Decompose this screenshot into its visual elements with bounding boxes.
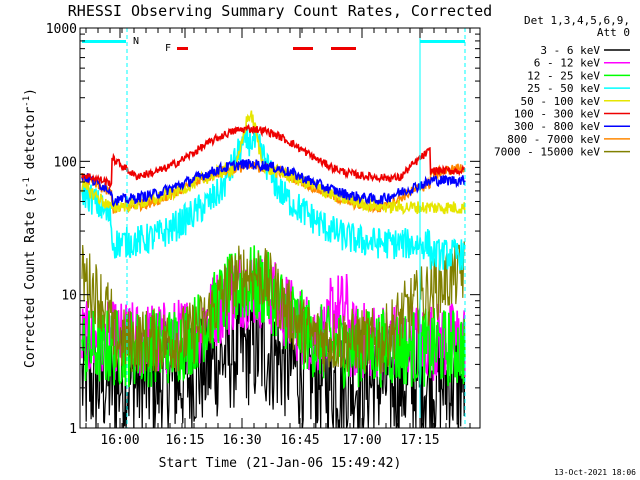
y-tick-label: 100: [54, 155, 77, 170]
night-flag-label: N: [133, 36, 139, 47]
series-line-100-300-keV: [81, 123, 466, 190]
chart-title: RHESSI Observing Summary Count Rates, Co…: [68, 2, 492, 20]
legend-label: 12 - 25 keV: [527, 69, 600, 82]
x-tick-label: 17:15: [400, 433, 439, 448]
x-tick-label: 16:00: [100, 433, 139, 448]
series-line-300-800-keV: [81, 158, 466, 208]
series-line-7000-15000-keV: [81, 241, 466, 374]
legend-label: 6 - 12 keV: [534, 57, 601, 70]
y-tick-label: 10: [61, 289, 77, 304]
axes: 1 10 100 1000 16:00 16:15 16:30 16:45 17:00 17:15: [46, 22, 481, 448]
y-axis-label: Corrected Count Rate (s-1 detector-1): [22, 88, 38, 368]
legend-label: 3 - 6 keV: [540, 44, 600, 57]
legend-label: 7000 - 15000 keV: [494, 146, 600, 159]
night-flag-bar: [420, 40, 465, 43]
series-line-25-50-keV: [81, 126, 466, 271]
plot-frame: [79, 27, 481, 429]
x-axis-label: Start Time (21-Jan-06 15:49:42): [159, 456, 402, 471]
legend-header: Att 0: [597, 26, 630, 39]
night-flag-bar: [82, 40, 126, 43]
x-tick-label: 16:15: [165, 433, 204, 448]
legend-label: 25 - 50 keV: [527, 82, 600, 95]
series-line-50-100-keV: [81, 110, 466, 216]
flare-flag-bar: [331, 47, 356, 50]
legend-label: 100 - 300 keV: [514, 108, 600, 121]
plot-area: NF: [81, 28, 466, 429]
legend-label: 800 - 7000 keV: [507, 133, 600, 146]
flare-flag-bar: [177, 47, 188, 50]
y-tick-label: 1000: [46, 22, 77, 37]
legend-header: Det 1,3,4,5,6,9,: [524, 14, 630, 27]
legend-label: 300 - 800 keV: [514, 120, 600, 133]
legend-label: 50 - 100 keV: [521, 95, 601, 108]
x-tick-label: 16:45: [280, 433, 319, 448]
x-tick-label: 16:30: [222, 433, 261, 448]
flare-flag-label: F: [165, 43, 171, 54]
flag-bars: NF: [82, 28, 466, 428]
timestamp: 13-Oct-2021 18:06: [554, 468, 636, 477]
flare-flag-bar: [293, 47, 313, 50]
x-tick-label: 17:00: [342, 433, 381, 448]
y-tick-label: 1: [69, 422, 77, 437]
